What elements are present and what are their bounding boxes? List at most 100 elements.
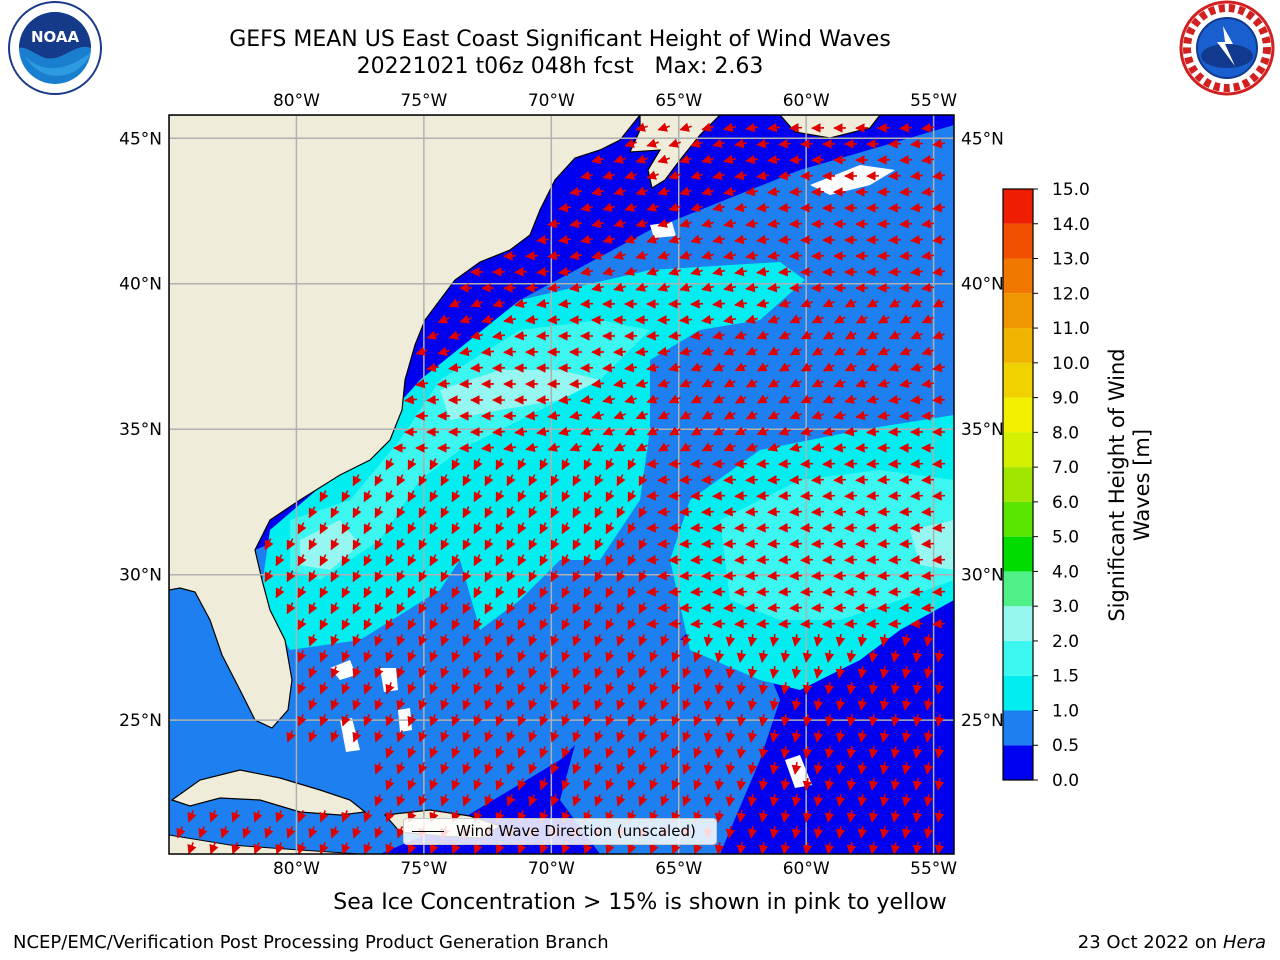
wave-arrow bbox=[602, 426, 615, 436]
wave-arrow bbox=[701, 122, 715, 132]
wave-arrow bbox=[429, 554, 439, 567]
wave-arrow bbox=[668, 170, 681, 180]
wave-arrow bbox=[890, 649, 901, 663]
wave-arrow bbox=[701, 346, 714, 356]
wave-arrow bbox=[605, 618, 615, 631]
wave-arrow bbox=[701, 410, 714, 420]
wave-arrow bbox=[910, 555, 924, 565]
wave-arrow bbox=[756, 234, 770, 245]
lat-labels-right: 45°N 40°N 35°N 30°N 25°N bbox=[961, 129, 1004, 731]
wave-arrow bbox=[910, 459, 924, 469]
wave-arrow bbox=[363, 810, 373, 823]
wave-arrow bbox=[844, 394, 857, 404]
wave-arrow bbox=[769, 729, 780, 743]
wave-arrow bbox=[352, 570, 362, 583]
wave-arrow bbox=[462, 570, 472, 583]
wave-arrow bbox=[712, 491, 726, 501]
wave-arrow bbox=[470, 363, 484, 373]
wave-arrow bbox=[822, 394, 835, 404]
wave-arrow bbox=[440, 602, 450, 615]
wave-arrow bbox=[572, 474, 582, 487]
colorbar-segment bbox=[1003, 328, 1033, 363]
wave-arrow bbox=[429, 618, 439, 631]
wave-arrow bbox=[846, 745, 857, 759]
wave-arrow bbox=[769, 761, 780, 775]
wave-arrow bbox=[503, 442, 517, 453]
wave-arrow bbox=[253, 810, 263, 823]
wave-arrow bbox=[899, 219, 913, 229]
wave-arrow bbox=[547, 410, 561, 421]
wave-arrow bbox=[550, 538, 560, 551]
lon-label-bottom: 80°W bbox=[273, 859, 320, 879]
wave-arrow bbox=[297, 714, 307, 727]
wave-arrow bbox=[187, 842, 197, 854]
wave-arrow bbox=[701, 218, 715, 228]
wave-arrow bbox=[824, 841, 835, 854]
wave-arrow bbox=[811, 571, 825, 581]
wave-arrow bbox=[448, 362, 462, 373]
wave-arrow bbox=[297, 682, 307, 695]
wave-arrow bbox=[569, 442, 582, 452]
wave-arrow bbox=[297, 586, 307, 599]
wave-arrow bbox=[341, 842, 351, 854]
wave-arrow bbox=[756, 587, 770, 597]
wave-arrow bbox=[844, 330, 857, 340]
wave-arrow bbox=[646, 138, 659, 148]
wave-arrow bbox=[921, 122, 935, 133]
wave-arrow bbox=[646, 426, 659, 436]
wave-arrow bbox=[789, 507, 803, 517]
wave-arrow bbox=[682, 762, 692, 775]
colorbar-segment bbox=[1003, 675, 1033, 711]
wave-arrow bbox=[657, 539, 671, 549]
colorbar-tick-label: 1.0 bbox=[1052, 701, 1079, 721]
wave-arrow bbox=[517, 746, 527, 759]
wave-arrow bbox=[613, 347, 627, 357]
wave-arrow bbox=[811, 603, 825, 613]
wave-arrow bbox=[671, 714, 681, 727]
wave-arrow bbox=[846, 841, 857, 854]
wave-arrow bbox=[660, 666, 670, 679]
wave-arrow bbox=[506, 538, 516, 551]
wave-arrow bbox=[319, 842, 329, 854]
wave-arrow bbox=[561, 458, 571, 471]
wave-arrow bbox=[888, 555, 902, 565]
wave-arrow bbox=[756, 138, 770, 149]
wave-arrow bbox=[701, 507, 715, 517]
wave-arrow bbox=[767, 122, 781, 133]
wave-arrow bbox=[811, 539, 825, 549]
wave-arrow bbox=[660, 730, 670, 743]
wave-arrow bbox=[437, 346, 451, 357]
wave-arrow bbox=[407, 682, 417, 695]
wave-arrow bbox=[536, 266, 550, 277]
wave-arrow bbox=[627, 586, 637, 599]
wave-arrow bbox=[187, 810, 197, 823]
wave-arrow bbox=[835, 825, 846, 839]
wave-arrow bbox=[374, 634, 384, 647]
wave-arrow bbox=[525, 314, 539, 325]
wave-arrow bbox=[635, 378, 649, 388]
wave-arrow bbox=[791, 793, 802, 807]
wave-arrow bbox=[844, 523, 858, 533]
wave-arrow bbox=[866, 298, 879, 308]
wave-arrow bbox=[495, 490, 505, 503]
wave-arrow bbox=[879, 665, 890, 679]
wave-arrow bbox=[778, 330, 791, 340]
wave-arrow bbox=[734, 234, 748, 245]
wave-arrow bbox=[833, 346, 846, 356]
wave-arrow bbox=[921, 250, 935, 261]
colorbar-segment bbox=[1003, 536, 1033, 572]
lat-label-left: 35°N bbox=[119, 420, 162, 440]
wave-arrow bbox=[297, 810, 307, 823]
wave-arrow bbox=[780, 713, 791, 727]
wave-arrow bbox=[646, 619, 660, 629]
wave-arrow bbox=[756, 170, 770, 181]
wave-arrow bbox=[703, 793, 714, 807]
wave-arrow bbox=[701, 314, 715, 325]
wave-arrow bbox=[583, 522, 593, 535]
wave-arrow bbox=[550, 730, 560, 743]
wave-arrow bbox=[407, 746, 417, 759]
wave-arrow bbox=[899, 475, 913, 485]
wave-arrow bbox=[789, 251, 803, 261]
wave-arrow bbox=[613, 282, 626, 292]
wave-arrow bbox=[330, 602, 340, 615]
